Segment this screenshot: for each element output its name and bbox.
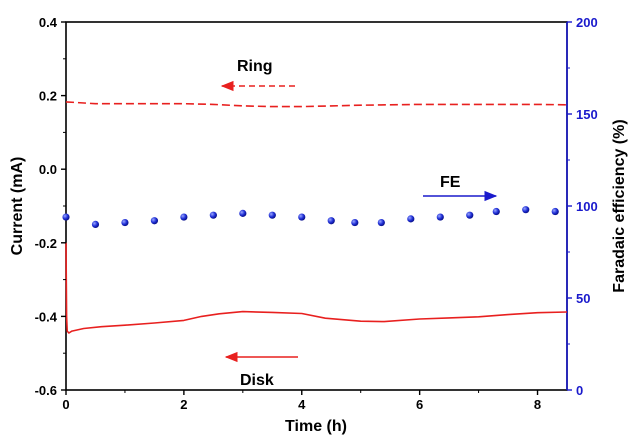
fe-point — [492, 207, 500, 216]
annotation-fe-label: FE — [440, 174, 461, 191]
x-axis-label: Time (h) — [285, 418, 347, 435]
plot-area — [65, 21, 568, 391]
y-axis-label: Current (mA) — [9, 157, 26, 256]
fe-point — [268, 211, 276, 219]
fe-point — [351, 218, 359, 227]
fe-point — [407, 215, 415, 223]
fe-point — [466, 211, 474, 219]
annotation-ring: Ring — [220, 58, 295, 92]
fe-point — [327, 217, 335, 225]
y2-tick-label: 150 — [576, 107, 598, 122]
plot-frame — [65, 21, 568, 391]
fe-point — [298, 213, 306, 221]
fe-point — [62, 213, 70, 221]
fe-point — [522, 206, 530, 214]
annotation-fe: FE — [423, 174, 498, 202]
x-tick-label: 2 — [180, 397, 187, 412]
fe-point — [150, 217, 159, 225]
fe-point — [239, 209, 247, 217]
y2-tick-label: 200 — [576, 15, 598, 30]
fe-point — [436, 213, 444, 221]
y2-tick-label: 100 — [576, 199, 598, 214]
x-tick-label: 4 — [298, 397, 306, 412]
fe-point — [180, 213, 188, 221]
x-tick-label: 0 — [62, 397, 69, 412]
x-tick-label: 8 — [534, 397, 541, 412]
y2-axis-label: Faradaic efficiency (%) — [611, 119, 628, 292]
y-tick-label: 0.4 — [39, 15, 58, 30]
y2-tick-label: 50 — [576, 291, 590, 306]
annotation-ring-label: Ring — [237, 58, 273, 75]
x-tick-label: 6 — [416, 397, 423, 412]
ring-current-line — [65, 101, 568, 108]
fe-point — [551, 207, 559, 216]
fe-point — [377, 218, 385, 227]
annotation-disk: Disk — [224, 351, 298, 389]
annotation-disk-label: Disk — [240, 372, 274, 389]
ticks-layer: 0 2 4 6 8 -0.6 -0.4 -0.2 0.0 0.2 0.4 0 50 100 150 200 — [35, 15, 598, 412]
fe-series — [62, 206, 559, 228]
y-tick-label: 0.0 — [39, 162, 57, 177]
fe-point — [91, 220, 100, 228]
fe-point — [209, 211, 217, 219]
y-tick-label: -0.6 — [35, 383, 57, 398]
disk-current-line — [65, 242, 568, 334]
y-tick-label: -0.4 — [35, 309, 58, 324]
y2-tick-label: 0 — [576, 383, 583, 398]
y-tick-label: 0.2 — [39, 89, 57, 104]
y-tick-label: -0.2 — [35, 236, 57, 251]
series-layer — [62, 101, 568, 334]
fe-point — [121, 218, 129, 227]
